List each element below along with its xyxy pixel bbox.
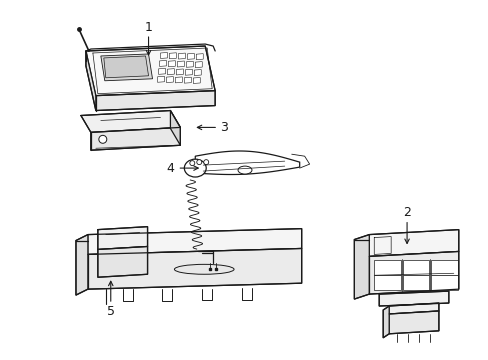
Polygon shape xyxy=(187,53,194,59)
Polygon shape xyxy=(368,251,458,294)
Polygon shape xyxy=(170,111,180,145)
Polygon shape xyxy=(158,68,165,74)
Polygon shape xyxy=(430,260,457,275)
Polygon shape xyxy=(373,275,400,290)
Ellipse shape xyxy=(174,264,234,274)
Polygon shape xyxy=(185,69,192,75)
Circle shape xyxy=(189,161,194,166)
Circle shape xyxy=(203,159,208,165)
Polygon shape xyxy=(178,53,185,59)
Polygon shape xyxy=(373,260,400,275)
Polygon shape xyxy=(96,91,215,111)
Polygon shape xyxy=(88,229,301,255)
Polygon shape xyxy=(368,230,458,256)
Polygon shape xyxy=(196,54,203,60)
Polygon shape xyxy=(379,291,448,306)
Polygon shape xyxy=(388,311,438,334)
Polygon shape xyxy=(354,235,368,299)
Polygon shape xyxy=(98,227,147,249)
Polygon shape xyxy=(86,51,96,111)
Polygon shape xyxy=(383,306,388,338)
Polygon shape xyxy=(184,77,191,83)
Polygon shape xyxy=(157,76,164,82)
Polygon shape xyxy=(430,275,457,290)
Polygon shape xyxy=(175,77,182,83)
Polygon shape xyxy=(168,61,175,67)
Polygon shape xyxy=(402,260,428,275)
Circle shape xyxy=(99,135,106,143)
Polygon shape xyxy=(195,62,202,68)
Text: 5: 5 xyxy=(106,306,115,319)
Polygon shape xyxy=(177,61,184,67)
Polygon shape xyxy=(98,247,147,277)
Polygon shape xyxy=(81,111,180,132)
Ellipse shape xyxy=(238,166,251,174)
Polygon shape xyxy=(86,46,215,96)
Polygon shape xyxy=(176,69,183,75)
Polygon shape xyxy=(388,303,438,314)
Polygon shape xyxy=(166,77,173,82)
Text: 4: 4 xyxy=(166,162,174,175)
Polygon shape xyxy=(91,127,180,150)
Polygon shape xyxy=(103,56,148,78)
Ellipse shape xyxy=(184,159,206,177)
Text: 3: 3 xyxy=(220,121,227,134)
Polygon shape xyxy=(160,53,167,58)
Polygon shape xyxy=(193,77,200,84)
Polygon shape xyxy=(169,53,176,59)
Circle shape xyxy=(196,159,202,165)
Polygon shape xyxy=(76,235,88,295)
Polygon shape xyxy=(195,151,299,175)
Polygon shape xyxy=(101,54,152,81)
Polygon shape xyxy=(88,248,301,289)
Polygon shape xyxy=(402,275,428,290)
Polygon shape xyxy=(194,69,201,76)
Polygon shape xyxy=(167,69,174,75)
Polygon shape xyxy=(186,61,193,67)
Text: 2: 2 xyxy=(402,206,410,219)
Text: 1: 1 xyxy=(144,21,152,34)
Polygon shape xyxy=(159,60,166,66)
